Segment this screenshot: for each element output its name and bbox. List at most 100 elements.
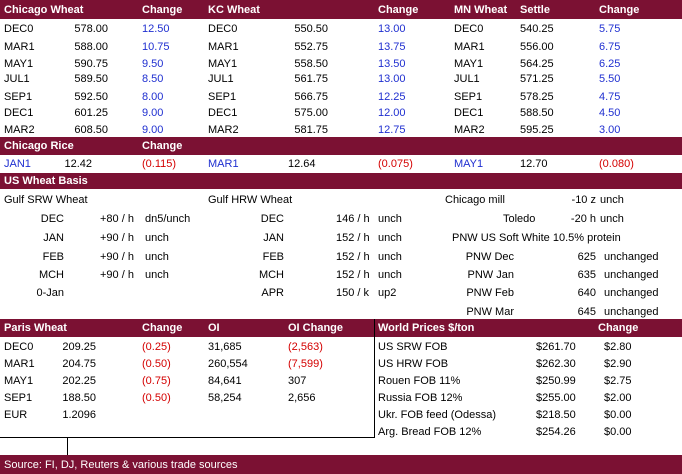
paris-change: (0.75) [142,375,171,387]
srw-basis-month: MCH [38,269,64,281]
mn-wheat-settle: 556.00 [520,41,554,53]
mn-wheat-settle: 571.25 [520,73,554,85]
paris-month: SEP1 [4,392,33,404]
chicago-wheat-price: 589.50 [74,73,108,85]
pnw-value: 635 [577,269,596,281]
pnw-month: PNW Feb [466,287,514,299]
world-price-name: Rouen FOB 11% [378,375,461,387]
kc-wheat-month: MAR2 [208,124,239,136]
chicago-wheat-change: 9.00 [142,124,164,136]
srw-basis-change: unch [145,269,169,281]
kc-wheat-month: JUL1 [208,73,234,85]
rice-change: (0.115) [142,158,177,170]
paris-oi: 84,641 [208,375,242,387]
source-note: Source: FI, DJ, Reuters & various trade … [4,459,238,471]
toledo-label: Toledo [503,213,536,225]
chicago-wheat-month: SEP1 [4,91,33,103]
mn-wheat-month: MAY1 [454,58,484,70]
mn-wheat-change: 5.75 [599,23,621,35]
eur-value: 1.2096 [62,409,96,421]
mn-wheat-change: 3.00 [599,124,621,136]
mn-wheat-month: DEC0 [454,23,484,35]
paris-price: 188.50 [62,392,96,404]
chicago-wheat-month: MAR2 [4,124,35,136]
paris-oi-change: 2,656 [288,392,316,404]
mn-wheat-change: 4.75 [599,91,621,103]
world-price-change: $2.80 [604,341,632,353]
world-price-change: $2.00 [604,392,632,404]
kc-wheat-change: 12.75 [378,124,406,136]
chicago-wheat-price: 592.50 [74,91,108,103]
rice-price: 12.70 [520,158,548,170]
kc-wheat-price: 581.75 [294,124,328,136]
rice-price: 12.42 [64,158,92,170]
hrw-basis-value: 152 / h [336,269,370,281]
hrw-basis-change: unch [378,251,402,263]
chicago-wheat-change: 12.50 [142,23,170,35]
world-price-value: $254.26 [536,426,576,438]
mn-wheat-settle: 578.25 [520,91,554,103]
paris-oi: 260,554 [208,358,248,370]
gulf-srw-title: Gulf SRW Wheat [4,194,88,206]
kc-wheat-price: 561.75 [294,73,328,85]
toledo-change: unch [600,213,624,225]
footer-tick [67,437,68,455]
kc-wheat-month: MAY1 [208,58,238,70]
chicago-wheat-month: JUL1 [4,73,30,85]
paris-price: 209.25 [62,341,96,353]
pnw-change: unchanged [604,269,659,281]
chicago-wheat-change: 10.75 [142,41,170,53]
mn-wheat-month: SEP1 [454,91,483,103]
pnw-change: unchanged [604,251,659,263]
hrw-basis-value: 150 / k [336,287,370,299]
paris-oi: 31,685 [208,341,242,353]
kc-wheat-price: 552.75 [294,41,328,53]
kc-wheat-header: KC Wheat [208,4,260,16]
hrw-basis-value: 152 / h [336,251,370,263]
hrw-basis-change: unch [378,269,402,281]
world-price-value: $262.30 [536,358,576,370]
srw-basis-change: unch [145,232,169,244]
paris-oi-header: OI [208,322,220,334]
world-price-value: $250.99 [536,375,576,387]
hrw-basis-change: unch [378,232,402,244]
hrw-basis-value: 152 / h [336,232,370,244]
kc-wheat-change: 13.00 [378,23,406,35]
paris-price: 204.75 [62,358,96,370]
rice-change: (0.080) [599,158,634,170]
paris-change-header: Change [142,322,183,334]
world-price-name: US SRW FOB [378,341,448,353]
chicago-mill-label: Chicago mill [445,194,505,206]
chicago-wheat-price: 608.50 [74,124,108,136]
srw-basis-value: +90 / h [100,251,134,263]
world-price-change: $2.90 [604,358,632,370]
rice-price: 12.64 [288,158,316,170]
basis-header-bar [0,173,682,189]
kc-wheat-price: 575.00 [294,107,328,119]
kc-wheat-price: 558.50 [294,58,328,70]
srw-basis-value: +90 / h [100,232,134,244]
chicago-wheat-change: 9.50 [142,58,164,70]
chicago-wheat-price: 588.00 [74,41,108,53]
paris-header-bar [0,319,682,337]
mn-wheat-month: JUL1 [454,73,480,85]
kc-wheat-month: DEC0 [208,23,238,35]
mn-wheat-change: 6.25 [599,58,621,70]
rice-change-header: Change [142,140,183,152]
paris-oi: 58,254 [208,392,242,404]
kc-wheat-month: DEC1 [208,107,238,119]
srw-basis-month: 0-Jan [36,287,64,299]
hrw-basis-change: up2 [378,287,397,299]
kc-wheat-change: 12.00 [378,107,406,119]
srw-basis-change: unch [145,251,169,263]
rice-month: MAR1 [208,158,239,170]
world-price-value: $261.70 [536,341,576,353]
mn-settle-header: Settle [520,4,550,16]
world-price-name: Ukr. FOB feed (Odessa) [378,409,496,421]
pnw-change: unchanged [604,306,659,318]
pnw-change: unchanged [604,287,659,299]
rice-header: Chicago Rice [4,140,74,152]
kc-change-header: Change [378,4,419,16]
world-price-value: $255.00 [536,392,576,404]
world-price-change: $0.00 [604,409,632,421]
